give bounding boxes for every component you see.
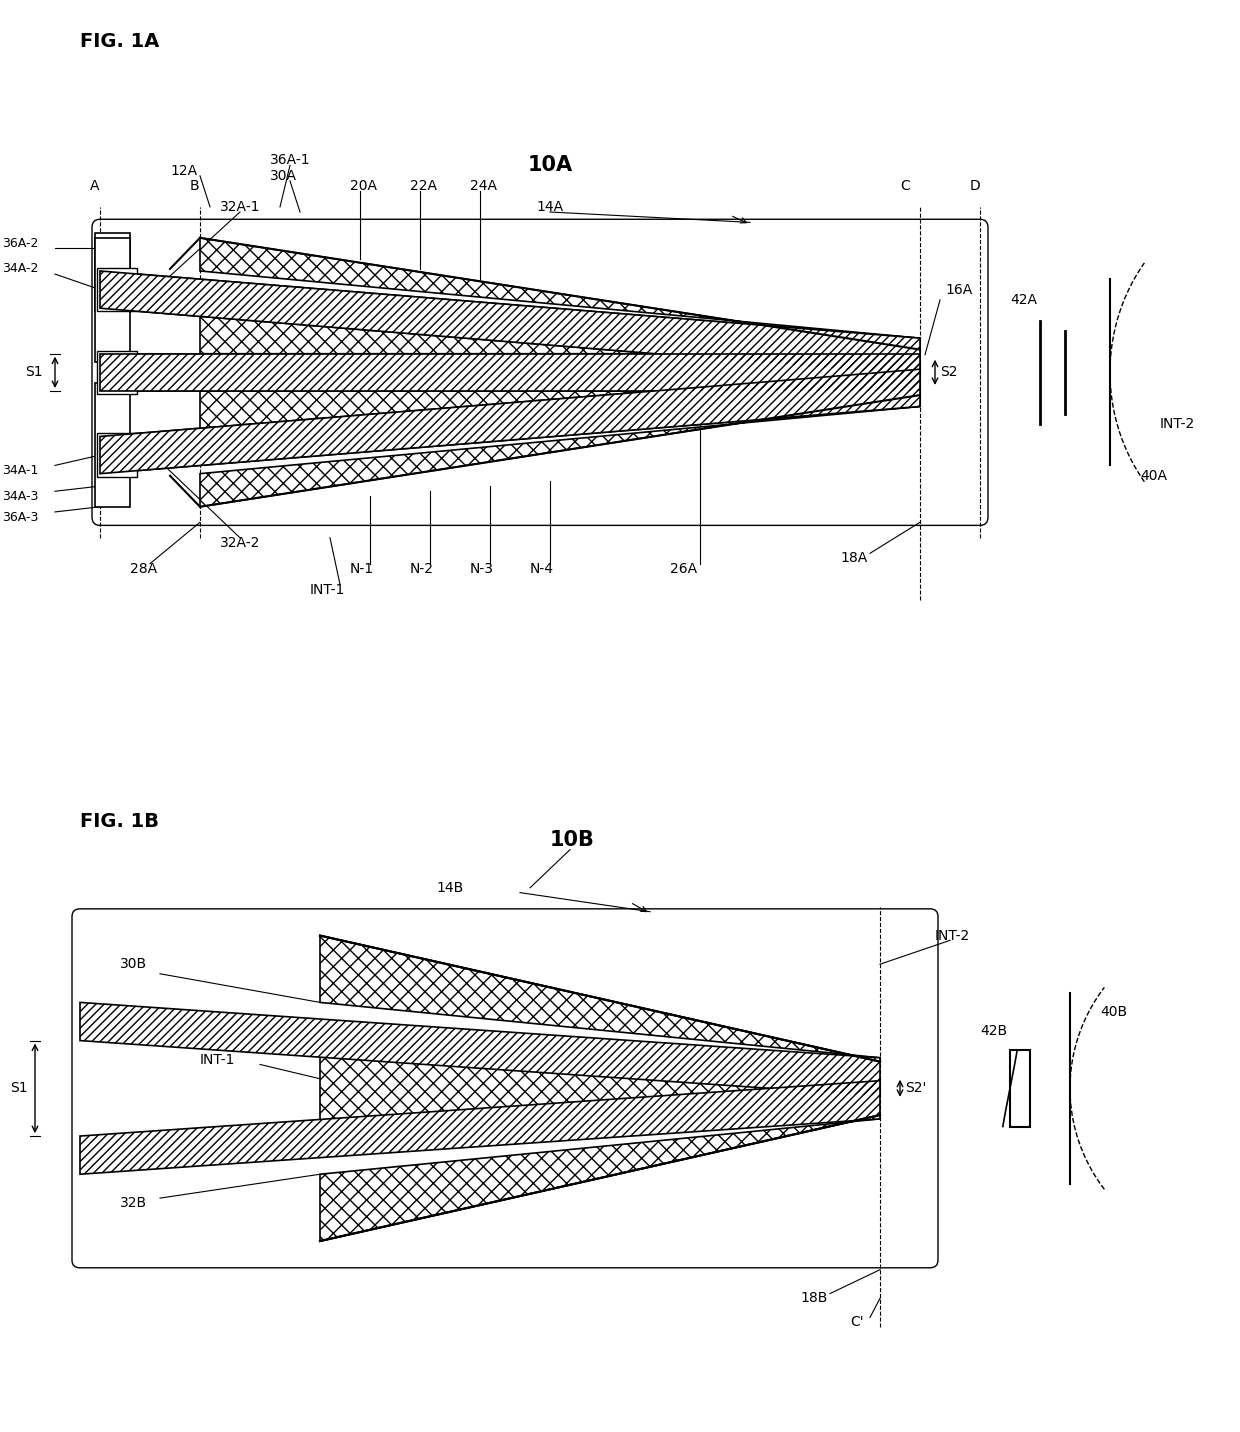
Text: 42B: 42B [980,1024,1007,1038]
Bar [95,232,130,311]
Text: 30A: 30A [270,169,298,183]
Bar [97,268,136,311]
Text: N-3: N-3 [470,561,494,576]
Text: N-4: N-4 [529,561,554,576]
Text: 18B: 18B [800,1292,827,1306]
Polygon shape [81,1002,880,1095]
Text: INT-2: INT-2 [935,928,970,942]
Text: C': C' [849,1315,863,1329]
Bar [97,434,136,477]
Text: 14B: 14B [436,881,464,895]
Text: S2: S2 [940,365,957,379]
Text: A: A [91,179,99,193]
Polygon shape [100,354,920,391]
Polygon shape [100,369,920,474]
Polygon shape [100,271,920,375]
Text: C: C [900,179,910,193]
Text: 14A: 14A [537,200,563,213]
Text: 32B: 32B [120,1196,148,1210]
Text: 42A: 42A [1011,294,1037,306]
Text: INT-1: INT-1 [310,583,346,597]
FancyBboxPatch shape [72,909,937,1267]
Text: 34A-3: 34A-3 [2,490,38,503]
Text: 10B: 10B [551,831,595,851]
Text: 18A: 18A [839,551,867,566]
Text: S1: S1 [10,1081,27,1095]
Text: INT-2: INT-2 [1159,417,1195,431]
Text: 40A: 40A [1140,468,1167,483]
Bar [95,232,130,311]
Text: S2': S2' [905,1081,926,1095]
Text: 32A-1: 32A-1 [219,200,260,213]
Polygon shape [200,238,920,349]
Bar [97,351,136,394]
Text: 22A: 22A [410,179,436,193]
Text: 12A: 12A [170,163,197,178]
Text: 36A-3: 36A-3 [2,511,38,524]
FancyBboxPatch shape [92,219,988,526]
Text: 24A: 24A [470,179,497,193]
Polygon shape [100,369,920,474]
Text: B: B [190,179,200,193]
Text: N-2: N-2 [410,561,434,576]
Polygon shape [320,1041,880,1136]
Text: N-1: N-1 [350,561,374,576]
Polygon shape [320,1116,880,1242]
Text: INT-1: INT-1 [200,1053,236,1067]
Polygon shape [81,1081,880,1174]
Text: D: D [970,179,981,193]
Polygon shape [200,308,920,375]
Bar [1011,1050,1030,1127]
Text: 32A-2: 32A-2 [219,536,260,550]
Text: 16A: 16A [945,282,972,296]
Text: 26A: 26A [670,561,697,576]
Polygon shape [100,271,920,375]
Text: 40B: 40B [1100,1005,1127,1020]
Text: FIG. 1A: FIG. 1A [81,32,160,52]
Polygon shape [200,369,920,437]
Polygon shape [100,354,920,391]
Polygon shape [200,395,920,507]
Bar [95,382,130,507]
Text: FIG. 1B: FIG. 1B [81,812,159,831]
Bar [95,238,130,362]
Text: 36A-1: 36A-1 [270,153,311,168]
Polygon shape [320,935,880,1061]
Text: 30B: 30B [120,957,148,971]
Text: 36A-2: 36A-2 [2,236,38,249]
Text: S1: S1 [25,365,42,379]
Text: 28A: 28A [130,561,157,576]
Text: 34A-1: 34A-1 [2,464,38,477]
Text: 34A-2: 34A-2 [2,262,38,275]
Text: 10A: 10A [527,156,573,176]
Text: 20A: 20A [350,179,377,193]
